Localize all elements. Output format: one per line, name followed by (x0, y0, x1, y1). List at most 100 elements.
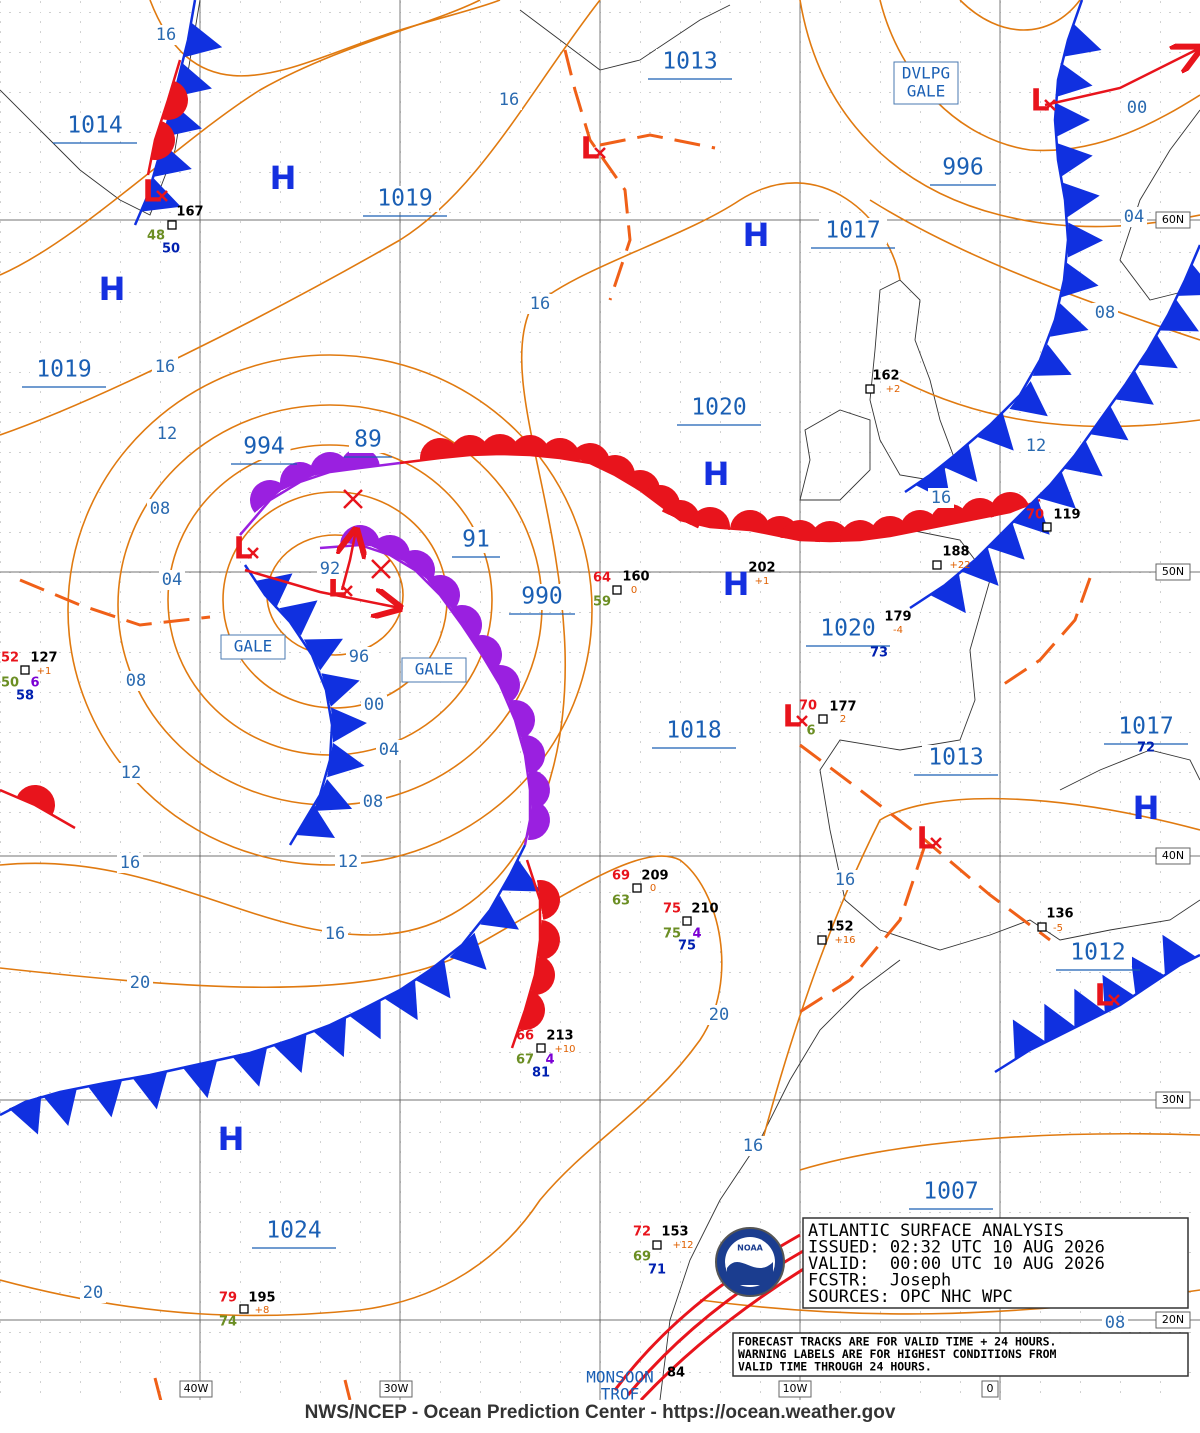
pressure-label: 996 (942, 155, 984, 181)
station-value: 0 (650, 883, 656, 894)
isobar-label: 08 (150, 499, 170, 519)
station-marker (682, 916, 692, 926)
label-bg (814, 616, 882, 642)
label-bg (928, 488, 954, 508)
station-value: 69 (612, 869, 630, 884)
isobar-label: 16 (325, 924, 345, 944)
station-value: 153 (661, 1225, 688, 1240)
label-bg (376, 740, 402, 760)
label-bg (123, 671, 149, 691)
isobar-label: 08 (1095, 303, 1115, 323)
lon-box (179, 1380, 213, 1398)
lat-label: 20N (1162, 1313, 1184, 1326)
isobar-label: 04 (1124, 207, 1144, 227)
label-bg (1124, 98, 1150, 118)
station-value: 6 (30, 676, 39, 691)
info-box (802, 1217, 1189, 1309)
station-value: 52 (1, 651, 19, 666)
lat-box (1155, 847, 1191, 865)
station-value: 188 (942, 545, 969, 560)
pressure-label: 994 (243, 434, 285, 460)
station-marker (20, 665, 30, 675)
station-value: 177 (829, 700, 856, 715)
station-value: 66 (516, 1029, 534, 1044)
station-marker (1037, 922, 1047, 932)
station-value: 50 (162, 242, 180, 257)
lon-label: 40W (184, 1382, 209, 1395)
label-bg (527, 294, 553, 314)
station-value: 84 (667, 1366, 685, 1381)
isobar-label: 16 (499, 90, 519, 110)
footer-bg (0, 1400, 1200, 1433)
lat-box (1155, 211, 1191, 229)
trough-label: TROF (601, 1385, 640, 1404)
lat-box (1155, 563, 1191, 581)
isobar-label: 20 (83, 1283, 103, 1303)
low-x (341, 585, 353, 597)
station-value: 4 (692, 927, 701, 942)
label-bg (317, 559, 343, 579)
label-bg (819, 218, 887, 244)
station-value: 81 (532, 1066, 550, 1081)
low-x (796, 715, 808, 727)
lon-box (778, 1380, 812, 1398)
warning-box (220, 634, 286, 660)
isobar-label: 00 (1127, 98, 1147, 118)
info-line: VALID: 00:00 UTC 10 AUG 2026 (808, 1254, 1105, 1274)
warning-label: GALE (907, 82, 946, 101)
label-bg (371, 186, 439, 212)
pressure-label: 89 (354, 427, 382, 453)
low-x (594, 147, 606, 159)
isobar-label: 12 (338, 852, 358, 872)
isobar-label: 96 (349, 647, 369, 667)
label-bg (1102, 1313, 1128, 1333)
logo-text: NOAA (737, 1244, 763, 1253)
label-bg (1121, 207, 1147, 227)
station-value: 59 (593, 595, 611, 610)
label-bg (706, 1005, 732, 1025)
pressure-label: 1019 (377, 186, 432, 212)
label-bg (237, 434, 291, 460)
station-value: 67 (516, 1053, 534, 1068)
lon-label: 10W (783, 1382, 808, 1395)
station-value: 4 (545, 1053, 554, 1068)
label-bg (361, 695, 387, 715)
station-value: +16 (834, 935, 855, 946)
isobar-label: 16 (931, 488, 951, 508)
station-value: 210 (691, 902, 718, 917)
station-value: 119 (1053, 508, 1080, 523)
station-value: 75 (678, 939, 696, 954)
label-bg (260, 1218, 328, 1244)
label-bg (685, 395, 753, 421)
label-bg (346, 647, 372, 667)
station-marker (239, 1304, 249, 1314)
high-center: H (99, 270, 126, 308)
high-center: H (1133, 789, 1160, 827)
station-value: 75 (663, 902, 681, 917)
label-bg (360, 792, 386, 812)
note-line: WARNING LABELS ARE FOR HIGHEST CONDITION… (738, 1347, 1057, 1361)
station-value: 79 (219, 1291, 237, 1306)
station-value: +1 (755, 576, 770, 587)
isobar-label: 08 (363, 792, 383, 812)
isobar-label: 04 (379, 740, 399, 760)
station-marker (612, 585, 622, 595)
label-bg (496, 90, 522, 110)
label-bg (322, 924, 348, 944)
station-value: 64 (593, 571, 611, 586)
pressure-label: 1012 (1070, 940, 1125, 966)
station-marker (632, 883, 642, 893)
isobar-label: 12 (157, 424, 177, 444)
warning-label: GALE (415, 660, 454, 679)
label-bg (1092, 303, 1118, 323)
label-bg (80, 1283, 106, 1303)
station-value: 0 (631, 585, 637, 596)
info-line: FCSTR: Joseph (808, 1271, 951, 1291)
station-value: +22 (949, 560, 970, 571)
label-bg (917, 1179, 985, 1205)
label-bg (660, 718, 728, 744)
label-bg (515, 584, 569, 610)
station-value: 71 (648, 1263, 666, 1278)
